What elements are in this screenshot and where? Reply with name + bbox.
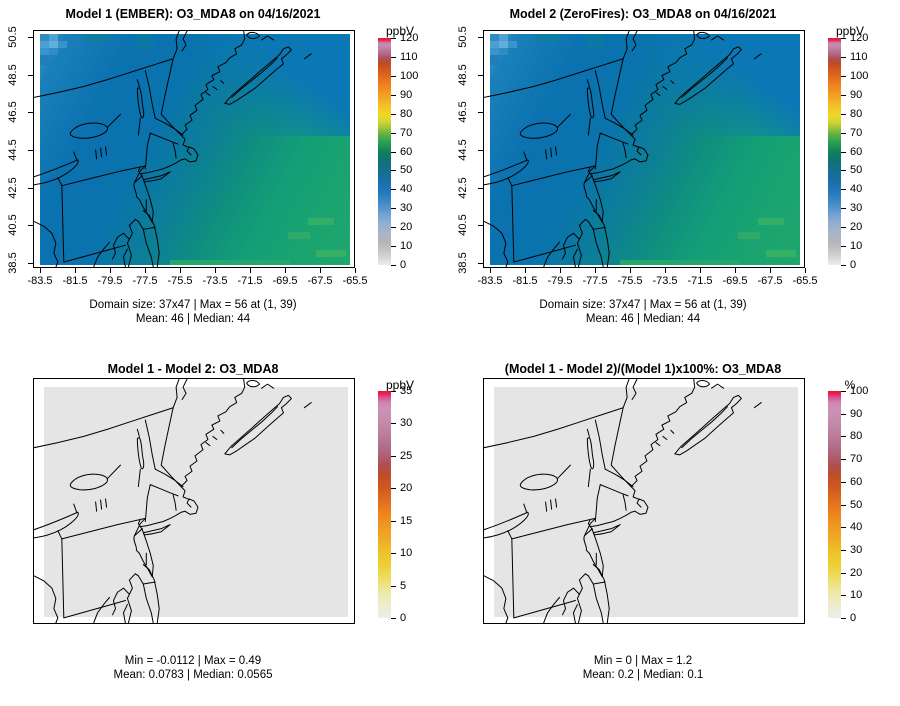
coastline-map bbox=[34, 379, 354, 623]
panel-title: Model 2 (ZeroFires): O3_MDA8 on 04/16/20… bbox=[509, 7, 777, 21]
panel-difference: Model 1 - Model 2: O3_MDA8 ppbV 35 30 25 20… bbox=[0, 350, 450, 703]
stats-text: Min = 0 | Max = 1.2 Mean: 0.2 | Median: … bbox=[470, 655, 816, 682]
colorbar-unit-label: % bbox=[844, 378, 856, 392]
panel-title: (Model 1 - Model 2)/(Model 1)x100%: O3_M… bbox=[504, 362, 782, 376]
stats-line2: Mean: 0.0783 | Median: 0.0565 bbox=[113, 668, 273, 681]
colorbar-unit-label: ppbV bbox=[385, 378, 415, 392]
panel-title: Model 1 - Model 2: O3_MDA8 bbox=[107, 362, 279, 376]
percent-difference-raster bbox=[494, 387, 798, 617]
x-axis: -83.5 -81.5 -79.5 -77.5 -75.5 -73.5 -71.5 -69.5… bbox=[27, 268, 368, 290]
x-axis: -83.5 -81.5 -79.5 -77.5 -75.5 -73.5 -71.5 -69.5… bbox=[477, 268, 818, 290]
map-plot-area bbox=[483, 30, 805, 268]
stats-line2: Mean: 46 | Median: 44 bbox=[135, 312, 251, 325]
y-axis: 50.5 48.5 46.5 44.5 42.5 40.5 38.5 bbox=[0, 26, 33, 274]
stats-line1: Domain size: 37x47 | Max = 56 at (1, 39) bbox=[89, 299, 297, 311]
map-plot-area bbox=[33, 30, 355, 268]
map-plot-area bbox=[483, 378, 805, 624]
concentration-raster bbox=[490, 34, 800, 265]
stats-text: Domain size: 37x47 | Max = 56 at (1, 39)… bbox=[20, 299, 366, 326]
stats-line1: Min = 0 | Max = 1.2 bbox=[593, 655, 693, 667]
stats-text: Min = -0.0112 | Max = 0.49 Mean: 0.0783 … bbox=[20, 655, 366, 682]
concentration-raster bbox=[40, 34, 350, 265]
colorbar-ticks: 100 90 80 70 60 50 40 30 20 10 0 bbox=[841, 385, 875, 624]
colorbar bbox=[828, 38, 841, 265]
coastline-map bbox=[484, 31, 804, 267]
map-plot-area bbox=[33, 378, 355, 624]
colorbar-ticks: 120 110 100 90 80 70 60 50 40 30 20 10 0 bbox=[841, 32, 875, 271]
stats-line2: Mean: 0.2 | Median: 0.1 bbox=[582, 668, 704, 681]
colorbar bbox=[828, 391, 841, 618]
panel-title: Model 1 (EMBER): O3_MDA8 on 04/16/2021 bbox=[65, 7, 321, 21]
panel-percent-difference: (Model 1 - Model 2)/(Model 1)x100%: O3_M… bbox=[450, 350, 900, 703]
y-axis: 50.5 48.5 46.5 44.5 42.5 40.5 38.5 bbox=[450, 26, 483, 274]
stats-line1: Min = -0.0112 | Max = 0.49 bbox=[124, 655, 262, 667]
colorbar bbox=[378, 391, 391, 618]
colorbar-unit-label: ppbV bbox=[835, 24, 865, 38]
colorbar-unit-label: ppbV bbox=[385, 24, 415, 38]
colorbar bbox=[378, 38, 391, 265]
stats-text: Domain size: 37x47 | Max = 56 at (1, 39)… bbox=[470, 299, 816, 326]
panel-model2: Model 2 (ZeroFires): O3_MDA8 on 04/16/20… bbox=[450, 0, 900, 353]
colorbar-ticks: 120 110 100 90 80 70 60 50 40 30 20 10 0 bbox=[391, 32, 425, 271]
coastline-map bbox=[484, 379, 804, 623]
stats-line1: Domain size: 37x47 | Max = 56 at (1, 39) bbox=[539, 299, 747, 311]
panel-model1: Model 1 (EMBER): O3_MDA8 on 04/16/2021 bbox=[0, 0, 450, 353]
colorbar-ticks: 35 30 25 20 15 10 5 0 bbox=[391, 385, 425, 624]
stats-line2: Mean: 46 | Median: 44 bbox=[585, 312, 701, 325]
difference-raster bbox=[44, 387, 348, 617]
coastline-map bbox=[34, 31, 354, 267]
